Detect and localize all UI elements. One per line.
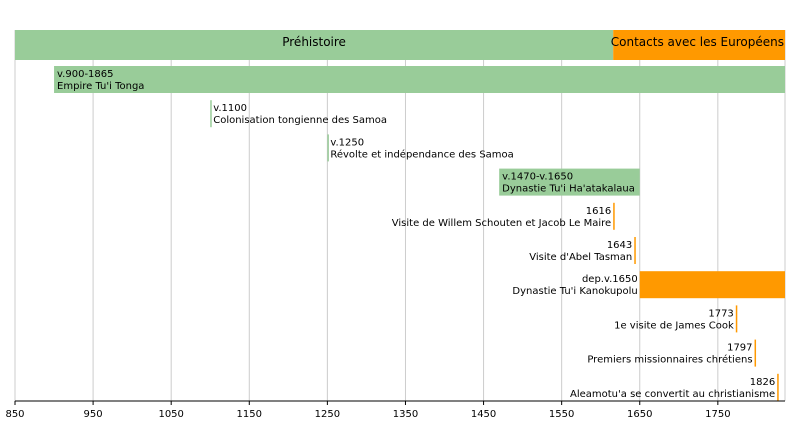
event-name-label: Aleamotu'a se convertit au christianisme xyxy=(570,389,775,400)
era-band: Préhistoire Contacts avec les Européens xyxy=(15,30,785,60)
event-name-label: Visite d'Abel Tasman xyxy=(529,252,632,263)
event-bar xyxy=(639,271,785,299)
event-bar xyxy=(499,168,640,196)
event-name-label: Dynastie Tu'i Ha'atakalaua xyxy=(502,184,635,195)
event-name-label: Premiers missionnaires chrétiens xyxy=(587,354,752,366)
tick-label: 1550 xyxy=(549,409,574,420)
tick-label: 1650 xyxy=(627,409,652,420)
tick-label: 1250 xyxy=(315,409,340,420)
event-bar xyxy=(777,373,779,401)
era-label: Préhistoire xyxy=(282,35,346,49)
tick-label: 950 xyxy=(84,409,103,420)
event-date-label: v.900-1865 xyxy=(57,69,113,80)
event-date-label: 1616 xyxy=(586,206,611,217)
event-name-label: Dynastie Tu'i Kanokupolu xyxy=(512,286,637,297)
event-bar xyxy=(735,305,738,333)
event-bar xyxy=(210,100,212,128)
tick-label: 1150 xyxy=(237,409,262,420)
tick-label: 850 xyxy=(5,409,24,420)
event-name-label: Visite de Willem Schouten et Jacob Le Ma… xyxy=(392,218,611,229)
tick-label: 1050 xyxy=(158,409,183,420)
event-date-label: v.1100 xyxy=(213,103,247,114)
event-bar xyxy=(327,134,329,162)
event-name-label: 1e visite de James Cook xyxy=(614,320,734,331)
event-name-label: Empire Tu'i Tonga xyxy=(57,81,144,92)
tick-label: 1750 xyxy=(705,409,730,420)
event-date-label: v.1470-v.1650 xyxy=(502,172,573,183)
era-label: Contacts avec les Européens xyxy=(611,35,784,49)
event-date-label: 1773 xyxy=(708,308,733,319)
x-axis: 850 950 1050 1150 1250 1350 1450 1550 1650 1750 xyxy=(5,400,785,420)
event-date-label: 1643 xyxy=(607,240,632,251)
event-name-label: Révolte et indépendance des Samoa xyxy=(330,148,513,160)
event-bar xyxy=(754,339,757,367)
era-bar xyxy=(613,30,785,60)
event-date-label: v.1250 xyxy=(330,137,364,148)
event-name-label: Colonisation tongienne des Samoa xyxy=(213,115,387,126)
event-bar xyxy=(613,202,615,230)
era-bar xyxy=(15,30,614,60)
tick-label: 1350 xyxy=(393,409,418,420)
event-date-label: dep.v.1650 xyxy=(582,274,638,285)
event-date-label: 1797 xyxy=(727,343,752,354)
event-bar xyxy=(634,237,636,264)
event-date-label: 1826 xyxy=(750,377,775,388)
event-bar xyxy=(54,66,786,93)
tick-label: 1450 xyxy=(471,409,496,420)
